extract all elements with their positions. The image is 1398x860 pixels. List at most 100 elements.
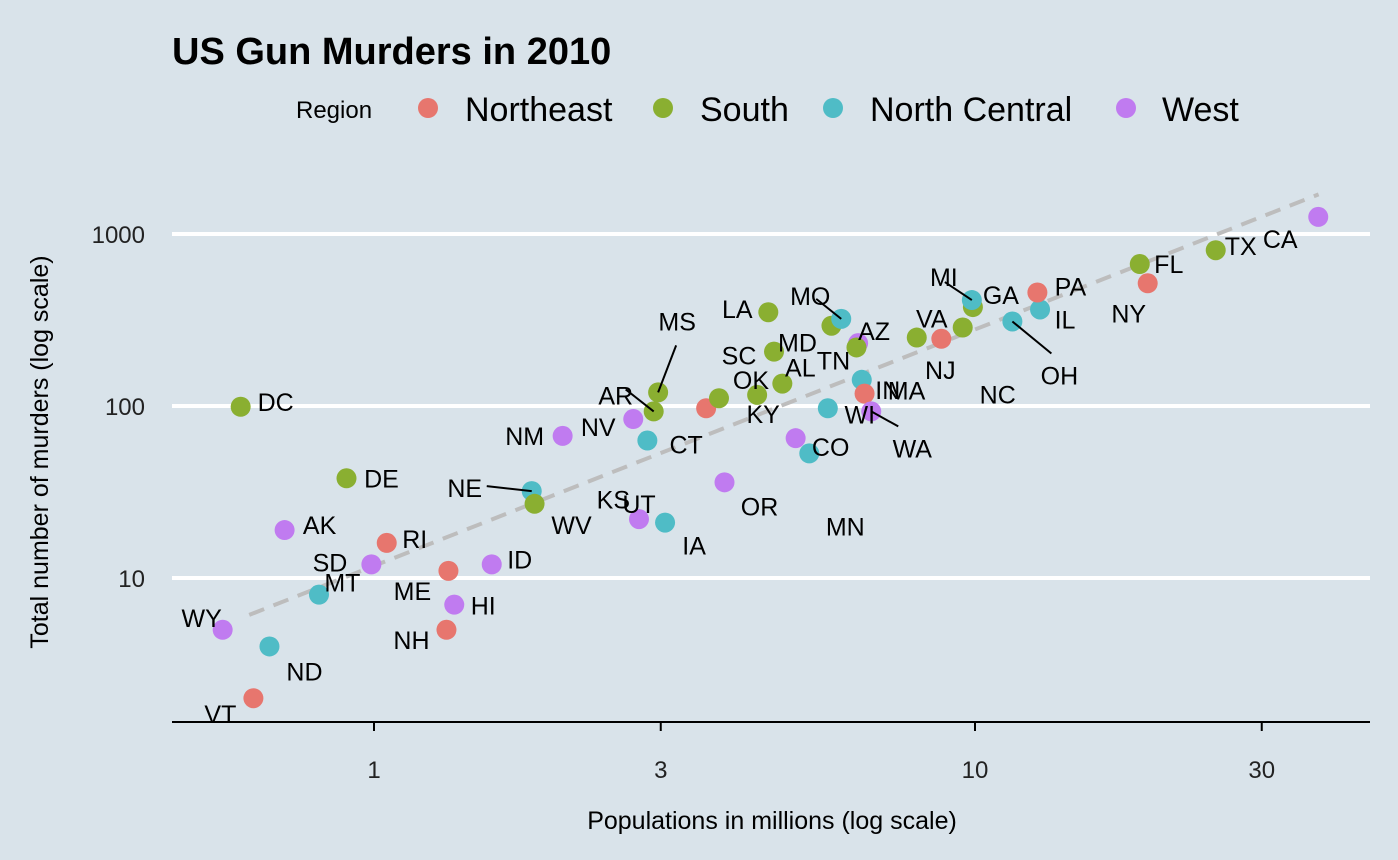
label-co: CO [812,434,850,462]
point-wy [212,619,233,640]
label-ok: OK [733,367,769,395]
point-il [1030,299,1051,320]
point-sd [308,584,329,605]
label-la: LA [722,296,753,324]
label-fl: FL [1154,251,1183,279]
label-az: AZ [858,318,890,346]
leader-line-mi [944,281,973,301]
label-al: AL [785,355,816,383]
label-ma: MA [888,378,926,406]
label-ia: IA [682,533,706,561]
label-ca: CA [1263,226,1298,254]
point-sc [764,341,785,362]
leader-line-oh [1011,320,1053,355]
label-ar: AR [598,382,633,410]
point-nd [259,636,280,657]
label-nc: NC [980,382,1016,410]
x-tick-label-10: 10 [962,757,989,784]
label-mt: MT [324,569,360,597]
label-ut: UT [622,491,655,519]
point-or [714,472,735,493]
y-tick-label-1000: 1000 [92,222,145,249]
legend-key-north-central [823,98,843,118]
leader-line-ms [657,345,678,393]
point-co [785,428,806,449]
x-axis: 1 3 10 30 [172,721,1370,784]
point-ut [628,509,649,530]
point-vt [243,688,264,709]
label-pa: PA [1055,273,1087,301]
y-tick-label-10: 10 [118,566,145,593]
label-mn: MN [826,513,865,541]
point-tx [1205,240,1226,261]
label-leader-lines [486,281,1053,493]
label-ga: GA [983,282,1019,310]
label-wv: WV [551,512,592,540]
x-tick-label-1: 1 [367,757,380,784]
leader-line-mo [815,298,842,320]
y-tick-label-100: 100 [105,394,145,421]
point-nc [952,317,973,338]
legend-key-south [653,98,673,118]
point-dc [230,396,251,417]
trend-line [248,192,1320,617]
point-pa [1027,282,1048,303]
point-tn [846,337,867,358]
label-id: ID [507,546,532,574]
legend-label-west: West [1162,91,1239,129]
label-nj: NJ [925,357,956,385]
label-de: DE [364,465,399,493]
label-mi: MI [930,264,958,292]
point-hi [444,594,465,615]
label-il: IL [1055,306,1076,334]
point-wi [817,398,838,419]
point-fl [1129,254,1150,275]
point-nh [436,619,457,640]
point-al [772,373,793,394]
label-nd: ND [286,658,322,686]
label-ct: CT [669,431,702,459]
point-ky [747,384,768,405]
label-ky: KY [746,401,780,429]
label-tx: TX [1225,233,1257,261]
legend-title: Region [296,97,372,124]
legend: Region Northeast South North Central West [296,91,1239,129]
point-ma [854,383,875,404]
leader-line-wa [870,410,899,428]
label-sd: SD [313,550,348,578]
point-va [906,327,927,348]
point-ia [655,512,676,533]
label-wa: WA [893,435,933,463]
point-wv [524,493,545,514]
label-in: IN [875,377,900,405]
point-ok [708,388,729,409]
y-axis-title: Total number of murders (log scale) [26,255,54,648]
point-ca [1308,206,1329,227]
label-or: OR [741,493,779,521]
label-ak: AK [303,512,337,540]
label-oh: OH [1041,362,1079,390]
chart-title: US Gun Murders in 2010 [172,31,611,73]
point-ny [1137,273,1158,294]
point-ks [637,430,658,451]
leader-line-ne [486,485,532,493]
point-nj [931,328,952,349]
label-dc: DC [258,389,294,417]
gridlines [172,232,1370,580]
state-labels: AL AK AZ AR CA CO CT DE DC FL GA HI ID IL IN IA KS KY LA ME… [182,226,1298,729]
point-ri [376,532,397,553]
label-ny: NY [1111,300,1146,328]
legend-label-north-central: North Central [870,91,1072,129]
label-ri: RI [402,526,427,554]
legend-key-west [1116,98,1136,118]
data-points [212,206,1329,709]
legend-label-south: South [700,91,789,129]
point-ak [274,520,295,541]
label-hi: HI [471,593,496,621]
point-la [758,302,779,323]
leader-line-ar [625,388,655,413]
trend-line-group [248,192,1320,617]
label-nv: NV [581,414,616,442]
